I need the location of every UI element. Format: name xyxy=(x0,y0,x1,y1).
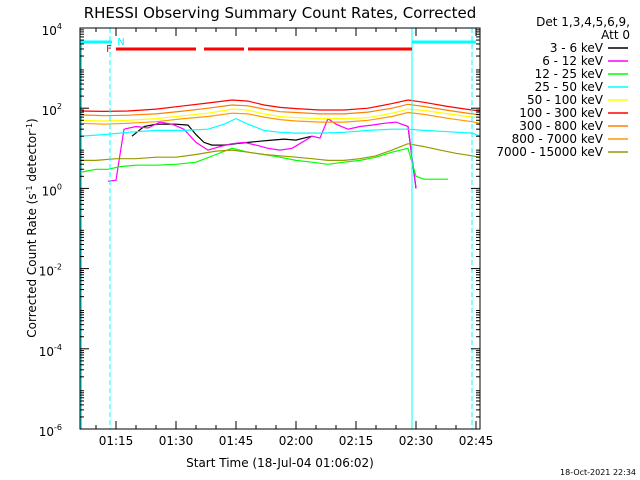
series-line-1 xyxy=(107,117,417,189)
legend-label: 6 - 12 keV xyxy=(542,54,604,68)
footer-date: 18-Oct-2021 22:34 xyxy=(560,468,636,477)
flag-label: N xyxy=(117,37,124,48)
legend-label: 100 - 300 keV xyxy=(519,106,603,120)
x-axis-label: Start Time (18-Jul-04 01:06:02) xyxy=(186,456,374,470)
legend-label: 7000 - 15000 keV xyxy=(496,145,603,159)
flags-layer: NF xyxy=(80,37,476,55)
y-tick-label: 10-4 xyxy=(39,343,62,359)
flag-label: F xyxy=(106,44,112,55)
markers-layer xyxy=(80,28,473,429)
plot-frame xyxy=(79,27,481,430)
x-tick-label: 02:45 xyxy=(459,434,494,448)
x-tick-label: 01:15 xyxy=(99,434,134,448)
series-line-2 xyxy=(79,147,448,180)
series-line-7 xyxy=(79,111,481,125)
y-axis-label: Corrected Count Rate (s-1 detector-1) xyxy=(25,118,40,337)
legend-label: 3 - 6 keV xyxy=(550,41,604,55)
legend-label: 800 - 7000 keV xyxy=(512,132,604,146)
series-line-8 xyxy=(80,143,481,161)
x-tick-label: 02:30 xyxy=(399,434,434,448)
x-tick-label: 02:15 xyxy=(339,434,374,448)
series-line-6 xyxy=(79,103,481,117)
y-tick-label: 100 xyxy=(42,182,62,198)
legend-header-line-1: Det 1,3,4,5,6,9, xyxy=(536,15,630,29)
legend-label: 300 - 800 keV xyxy=(519,119,603,133)
y-tick-label: 10-2 xyxy=(39,263,62,279)
legend-header: Det 1,3,4,5,6,9, Att 0 xyxy=(536,15,630,42)
y-tick-label: 102 xyxy=(42,102,62,118)
series-line-5 xyxy=(79,99,481,113)
chart-title: RHESSI Observing Summary Count Rates, Co… xyxy=(84,4,477,22)
legend-label: 25 - 50 keV xyxy=(535,80,604,94)
y-tick-label: 10-6 xyxy=(39,423,62,439)
y-axis: 104 102 100 10-2 10-4 10-6 xyxy=(39,22,480,439)
x-tick-label: 01:30 xyxy=(159,434,194,448)
series-layer xyxy=(79,99,481,189)
legend-label: 12 - 25 keV xyxy=(535,67,604,81)
x-tick-label: 02:00 xyxy=(279,434,314,448)
legend-header-line-2: Att 0 xyxy=(601,28,630,42)
y-tick-label: 104 xyxy=(42,22,62,38)
series-line-3 xyxy=(79,117,481,137)
x-axis: 01:15 01:30 01:45 02:00 02:15 02:30 02:45 xyxy=(95,28,494,448)
legend-label: 50 - 100 keV xyxy=(527,93,604,107)
x-tick-label: 01:45 xyxy=(219,434,254,448)
series-line-4 xyxy=(79,108,481,122)
